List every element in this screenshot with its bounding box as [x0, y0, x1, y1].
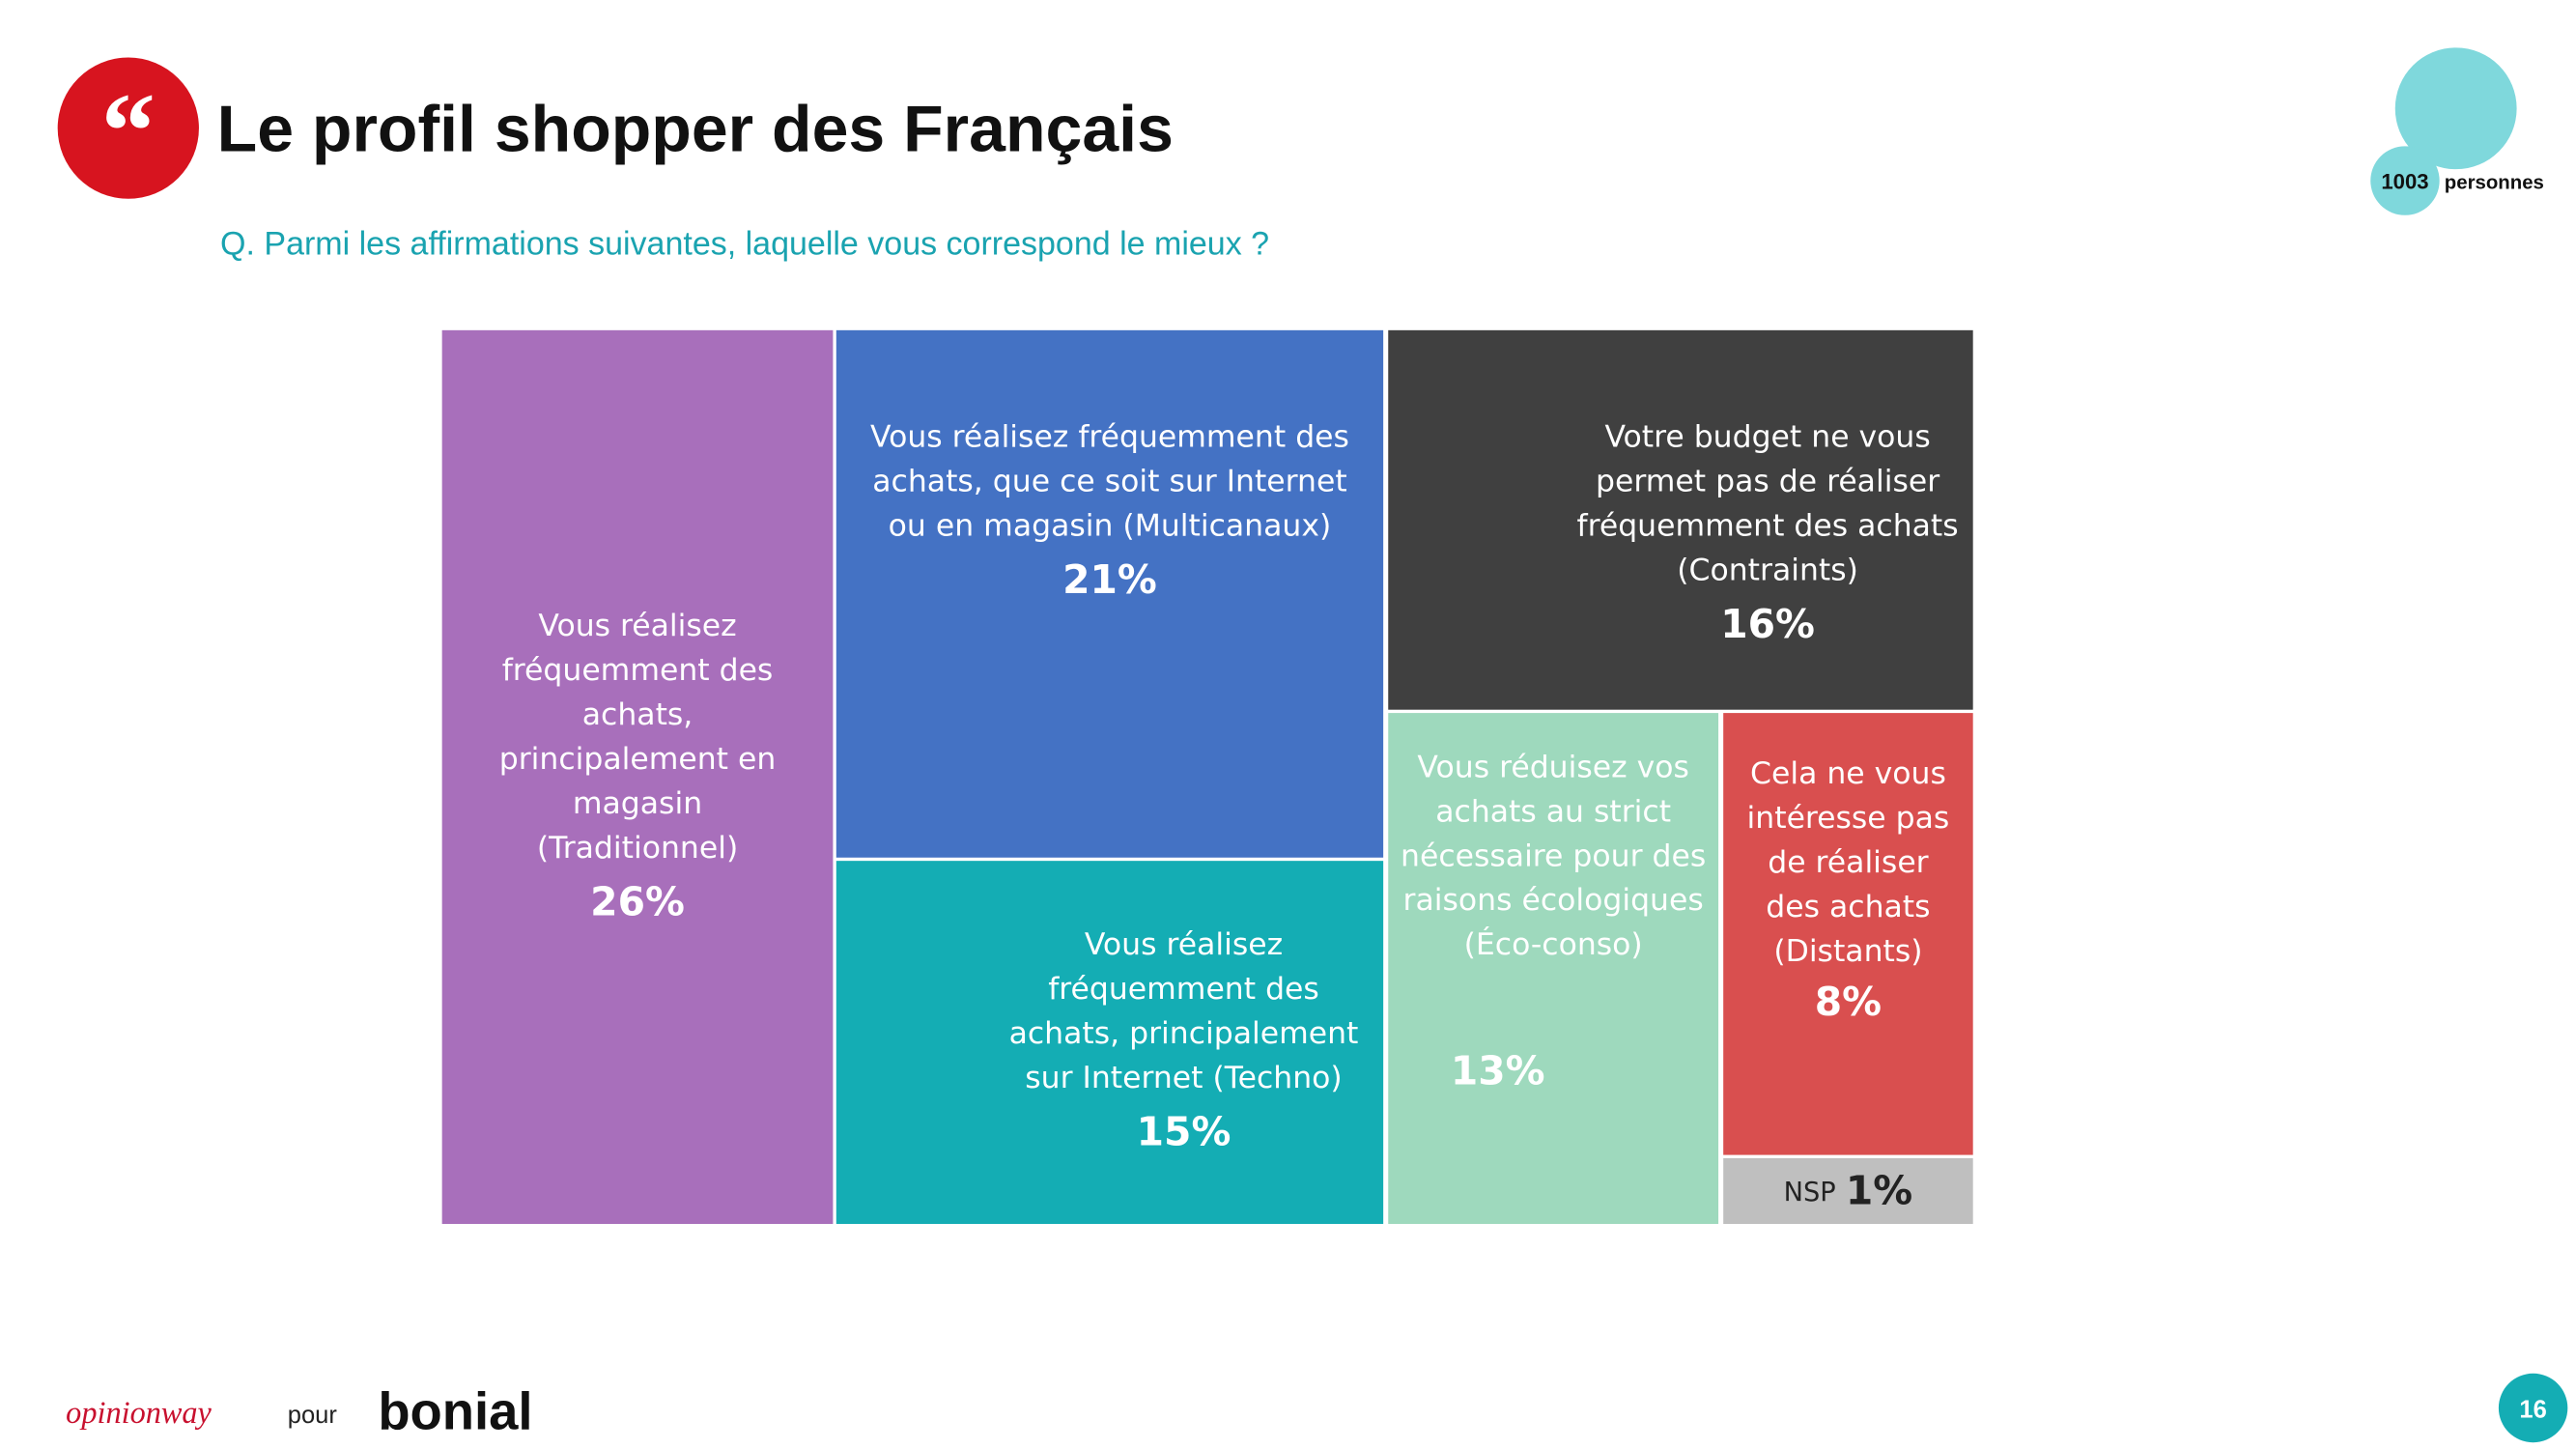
value-label: 15%	[1136, 1108, 1231, 1155]
tile	[1388, 329, 1973, 710]
tile-label: Vous réalisez fréquemment des achats, pr…	[442, 330, 834, 1224]
category-label: Vous réduisez vos achats au strict néces…	[1401, 751, 1707, 963]
connector: pour	[288, 1402, 338, 1429]
count-badge	[2370, 146, 2440, 215]
tile-text: Cela ne vous intéresse pas de réaliser d…	[1723, 713, 1973, 1154]
tile	[835, 329, 1384, 858]
category-label: Vous réalisez fréquemment des achats, pr…	[1008, 927, 1359, 1096]
quote-icon	[57, 57, 199, 199]
category-label: Vous réalisez fréquemment des achats, qu…	[870, 420, 1349, 544]
category-label: Cela ne vous intéresse pas de réaliser d…	[1746, 757, 1950, 970]
tile	[1388, 713, 1719, 1225]
category-label: Votre budget ne vous permet pas de réali…	[1576, 420, 1959, 588]
value-label: 1%	[1845, 1167, 1913, 1213]
tile-label: Cela ne vous intéresse pas de réaliser d…	[1723, 713, 1973, 1154]
tile	[441, 329, 834, 1225]
tile-text: Vous réduisez vos achats au strict néces…	[1388, 713, 1718, 1224]
tile	[1723, 1157, 1973, 1225]
tile-text: Vous réalisez fréquemment des achats, qu…	[836, 330, 1383, 858]
treemap: Vous réalisez fréquemment des achats, pr…	[441, 329, 1973, 1225]
tile-label: Votre budget ne vous permet pas de réali…	[1388, 330, 1972, 710]
value-label: 8%	[1814, 979, 1882, 1026]
tile-label: NSP 1%	[1723, 1158, 1973, 1224]
tile	[1723, 713, 1973, 1155]
value-label: 26%	[590, 878, 685, 925]
tile-label: Vous réalisez fréquemment des achats, pr…	[836, 861, 1383, 1224]
category-label: NSP	[1783, 1175, 1836, 1208]
tile-label: Vous réalisez fréquemment des achats, qu…	[836, 330, 1383, 858]
page-badge	[2498, 1373, 2568, 1443]
brand: opinionway	[66, 1395, 212, 1430]
value-label: 13%	[1450, 1048, 1545, 1094]
tile-text: Vous réalisez fréquemment des achats, pr…	[836, 861, 1383, 1224]
client-logo: bonial	[378, 1382, 532, 1441]
quote-mark: “	[101, 71, 156, 191]
question: Q. Parmi les affirmations suivantes, laq…	[220, 226, 1269, 263]
value-label: 16%	[1720, 601, 1815, 648]
sample-count: 1003	[2381, 170, 2428, 194]
tile-text: NSP 1%	[1723, 1158, 1973, 1224]
tile-label: Vous réduisez vos achats au strict néces…	[1388, 713, 1718, 1224]
sample-unit: personnes	[2445, 173, 2544, 194]
page-number: 16	[2519, 1397, 2546, 1424]
people-icon	[2394, 47, 2517, 170]
category-label: Vous réalisez fréquemment des achats, pr…	[498, 609, 777, 867]
tile	[835, 861, 1384, 1225]
value-label: 21%	[1062, 556, 1157, 604]
slide-title: Le profil shopper des Français	[217, 92, 1174, 165]
tile-text: Votre budget ne vous permet pas de réali…	[1388, 330, 1972, 710]
tile-text: Vous réalisez fréquemment des achats, pr…	[442, 330, 834, 1224]
